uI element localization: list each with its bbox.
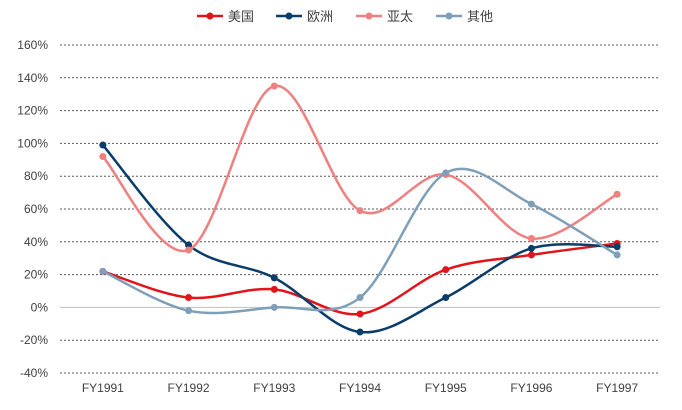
y-tick-label: 20%	[24, 268, 48, 282]
x-tick-label: FY1992	[168, 381, 210, 395]
data-point	[99, 267, 107, 275]
y-tick-label: -40%	[20, 366, 48, 380]
data-point	[270, 274, 278, 282]
data-point	[99, 141, 107, 149]
x-axis: FY1991 FY1992 FY1993 FY1994 FY1995 FY1996 FY19…	[82, 381, 639, 395]
data-point	[356, 310, 364, 318]
data-point	[442, 266, 450, 274]
data-point	[442, 169, 450, 177]
legend-marker-icon	[365, 12, 373, 20]
data-point	[442, 294, 450, 302]
y-tick-label: 120%	[17, 104, 48, 118]
legend-label: 其他	[467, 10, 493, 25]
data-point	[270, 82, 278, 90]
series-2	[99, 141, 621, 336]
data-point	[185, 241, 193, 249]
series-line	[101, 167, 619, 315]
series-1	[99, 239, 621, 318]
data-point	[99, 153, 107, 161]
data-point	[185, 246, 193, 254]
x-tick-label: FY1994	[339, 381, 381, 395]
series-3	[99, 82, 621, 254]
data-point	[270, 285, 278, 293]
legend-item: 美国	[197, 10, 254, 25]
series-4	[99, 167, 621, 315]
data-point	[356, 328, 364, 336]
legend-marker-icon	[445, 12, 453, 20]
data-point	[185, 294, 193, 302]
series-line	[101, 242, 619, 316]
legend-label: 亚太	[387, 10, 413, 25]
y-tick-label: 140%	[17, 71, 48, 85]
data-point	[613, 190, 621, 198]
y-tick-label: 40%	[24, 235, 48, 249]
x-tick-label: FY1997	[596, 381, 638, 395]
y-axis: -40% -20% 0% 20% 40% 60% 80% 100% 120% 140% 160%	[17, 38, 48, 380]
legend-marker-icon	[285, 12, 293, 20]
data-point	[613, 251, 621, 259]
data-point	[613, 243, 621, 251]
x-tick-label: FY1995	[425, 381, 467, 395]
y-tick-label: 80%	[24, 169, 48, 183]
series-layer	[99, 82, 621, 336]
legend-item: 其他	[436, 10, 493, 25]
grid	[60, 44, 660, 374]
y-tick-label: 160%	[17, 38, 48, 52]
y-tick-label: 100%	[17, 136, 48, 150]
data-point	[185, 307, 193, 315]
x-tick-label: FY1996	[510, 381, 552, 395]
legend-marker-icon	[206, 12, 214, 20]
x-tick-label: FY1991	[82, 381, 124, 395]
data-point	[527, 244, 535, 252]
data-point	[356, 207, 364, 215]
legend: 美国 欧洲 亚太 其他	[197, 10, 493, 25]
y-tick-label: -20%	[20, 333, 48, 347]
legend-item: 亚太	[356, 10, 413, 25]
legend-label: 美国	[228, 10, 254, 25]
y-tick-label: 60%	[24, 202, 48, 216]
legend-label: 欧洲	[307, 10, 333, 25]
data-point	[527, 200, 535, 208]
data-point	[527, 235, 535, 243]
legend-item: 欧洲	[276, 10, 333, 25]
data-point	[270, 303, 278, 311]
x-tick-label: FY1993	[253, 381, 295, 395]
y-tick-label: 0%	[31, 300, 49, 314]
data-point	[527, 251, 535, 259]
data-point	[356, 294, 364, 302]
